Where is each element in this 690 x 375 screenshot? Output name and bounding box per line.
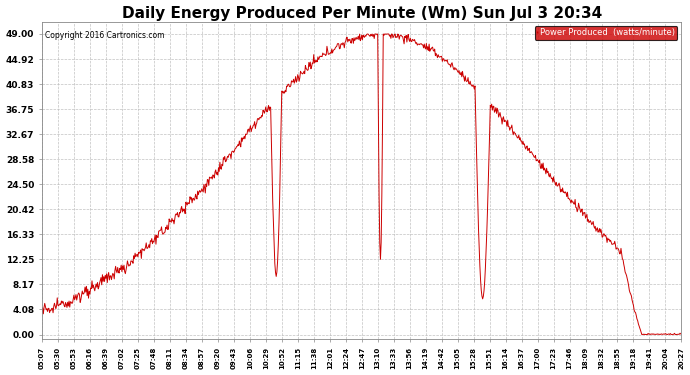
Text: Copyright 2016 Cartronics.com: Copyright 2016 Cartronics.com bbox=[45, 31, 165, 40]
Title: Daily Energy Produced Per Minute (Wm) Sun Jul 3 20:34: Daily Energy Produced Per Minute (Wm) Su… bbox=[121, 6, 602, 21]
Legend: Power Produced  (watts/minute): Power Produced (watts/minute) bbox=[535, 26, 678, 40]
